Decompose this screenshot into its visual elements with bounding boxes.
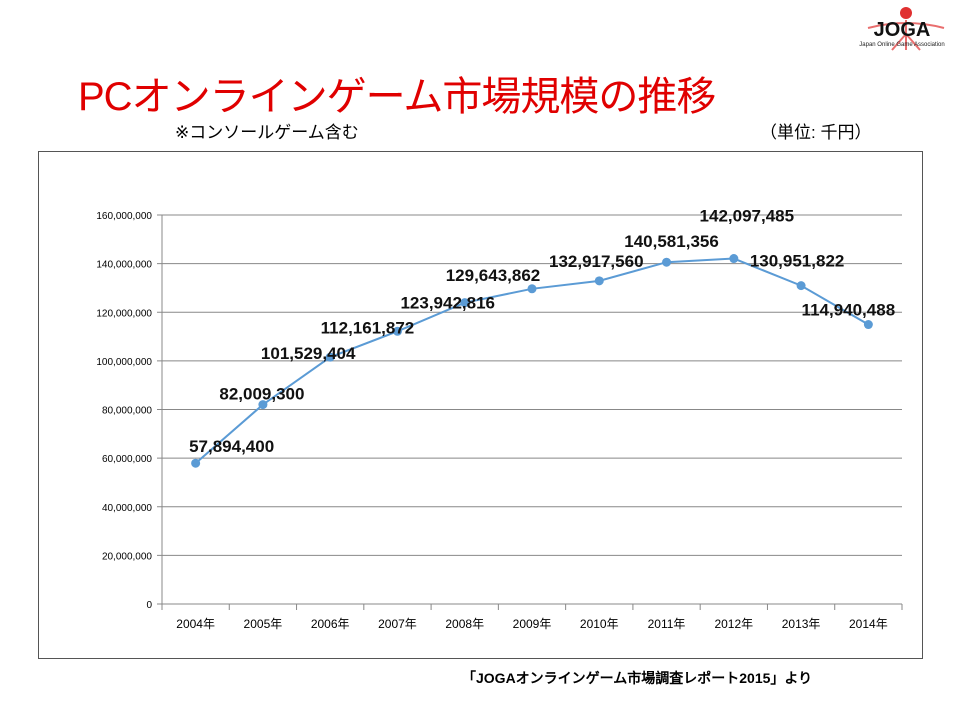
- unit-label: （単位: 千円）: [760, 123, 872, 142]
- x-tick-label: 2005年: [244, 617, 283, 631]
- data-label: 142,097,485: [700, 207, 795, 226]
- data-point: [662, 257, 672, 267]
- data-point: [325, 352, 335, 362]
- data-label: 123,942,816: [400, 294, 495, 313]
- source-note: 「JOGAオンラインゲーム市場調査レポート2015」より: [462, 670, 813, 686]
- svg-text:JOGA: JOGA: [874, 19, 931, 41]
- x-tick-label: 2011年: [648, 617, 686, 631]
- note: ※コンソールゲーム含む: [175, 123, 359, 142]
- data-point: [258, 400, 268, 410]
- data-label: 101,529,404: [261, 344, 356, 363]
- data-label: 140,581,356: [624, 232, 719, 251]
- data-label: 114,940,488: [802, 301, 896, 320]
- y-tick-label: 80,000,000: [102, 406, 152, 417]
- data-point: [729, 254, 739, 264]
- joga-logo: JOGA Japan Online Game Association: [859, 7, 945, 51]
- y-tick-label: 140,000,000: [96, 260, 152, 271]
- svg-text:Japan Online Game Association: Japan Online Game Association: [859, 42, 944, 48]
- y-tick-label: 0: [146, 600, 152, 611]
- data-point: [863, 320, 873, 330]
- page-title: PCオンラインゲーム市場規模の推移: [78, 75, 716, 119]
- data-label: 112,161,872: [321, 318, 415, 337]
- y-tick-label: 60,000,000: [102, 454, 152, 465]
- data-label: 132,917,560: [549, 252, 644, 271]
- x-tick-label: 2014年: [849, 617, 888, 631]
- data-point: [527, 284, 537, 294]
- x-tick-label: 2013年: [782, 617, 821, 631]
- data-label: 129,643,862: [446, 266, 541, 285]
- data-point: [460, 298, 470, 308]
- data-point: [392, 326, 402, 336]
- chart-frame: [38, 151, 923, 659]
- y-tick-label: 20,000,000: [102, 551, 152, 562]
- data-point: [191, 458, 201, 468]
- y-tick-label: 100,000,000: [96, 357, 152, 368]
- data-label: 82,009,300: [219, 385, 304, 404]
- x-tick-label: 2008年: [445, 617, 484, 631]
- data-label: 57,894,400: [189, 437, 274, 456]
- x-tick-label: 2004年: [176, 617, 215, 631]
- x-tick-label: 2010年: [580, 617, 619, 631]
- data-point: [594, 276, 604, 286]
- y-tick-label: 40,000,000: [102, 503, 152, 514]
- data-label: 130,951,822: [750, 252, 845, 271]
- x-tick-label: 2012年: [714, 617, 753, 631]
- y-tick-label: 160,000,000: [96, 211, 152, 222]
- x-tick-label: 2006年: [311, 617, 350, 631]
- y-tick-label: 120,000,000: [96, 308, 152, 319]
- x-tick-label: 2007年: [378, 617, 417, 631]
- x-tick-label: 2009年: [513, 617, 552, 631]
- data-point: [796, 281, 806, 291]
